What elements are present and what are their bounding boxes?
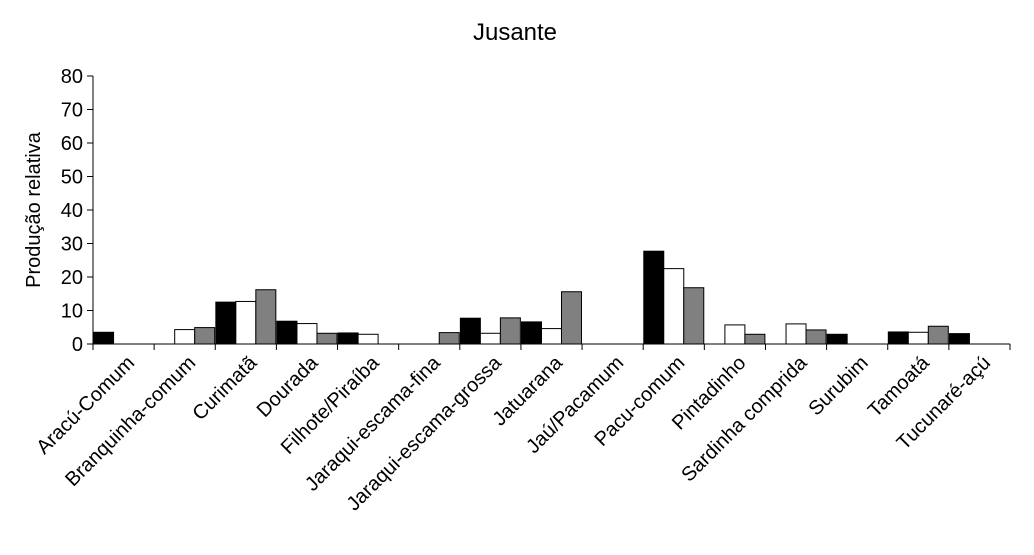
bar — [174, 329, 196, 345]
y-tick-label: 20 — [61, 267, 83, 289]
chart-title: Jusante — [473, 19, 557, 46]
bar — [663, 268, 685, 345]
bar — [499, 317, 521, 345]
bars-group — [93, 250, 970, 345]
bar — [357, 333, 379, 345]
bar — [826, 333, 848, 345]
bar — [541, 328, 562, 345]
bar — [887, 331, 909, 345]
x-tick-labels: Aracú-ComumBranquinha-comumCurimatãDoura… — [32, 351, 995, 515]
y-tick-label: 50 — [61, 167, 83, 189]
bar — [235, 300, 257, 345]
bar — [907, 331, 929, 345]
bar — [255, 289, 277, 345]
y-tick-label: 0 — [72, 334, 83, 356]
y-axis-label: Produção relativa — [23, 131, 45, 288]
bar — [479, 332, 501, 345]
bar — [276, 320, 298, 345]
bar — [296, 323, 318, 345]
bar — [744, 333, 766, 345]
bar — [643, 250, 665, 345]
bar — [805, 329, 827, 345]
y-tick-label: 60 — [61, 133, 83, 155]
bar — [724, 324, 746, 345]
bar — [521, 321, 542, 345]
bar — [459, 317, 481, 345]
y-tick-label: 80 — [61, 66, 83, 88]
bar — [337, 332, 359, 345]
bar — [785, 323, 807, 345]
x-axis — [92, 343, 1011, 350]
x-tick-label: Surubim — [804, 352, 872, 420]
bar — [194, 327, 216, 345]
bar — [927, 325, 949, 345]
bar — [316, 332, 338, 345]
bar — [561, 291, 582, 345]
bar — [438, 332, 460, 345]
y-tick-label: 70 — [61, 100, 83, 122]
y-tick-label: 10 — [61, 301, 83, 323]
y-axis: 0 10 20 30 40 50 60 70 80 — [61, 66, 94, 356]
bar — [215, 301, 237, 345]
x-tick-label: Curimatã — [188, 351, 262, 425]
y-tick-label: 30 — [61, 234, 83, 256]
bar — [683, 287, 705, 345]
bar — [93, 331, 115, 345]
y-tick-label: 40 — [61, 200, 83, 222]
bar — [948, 333, 970, 345]
